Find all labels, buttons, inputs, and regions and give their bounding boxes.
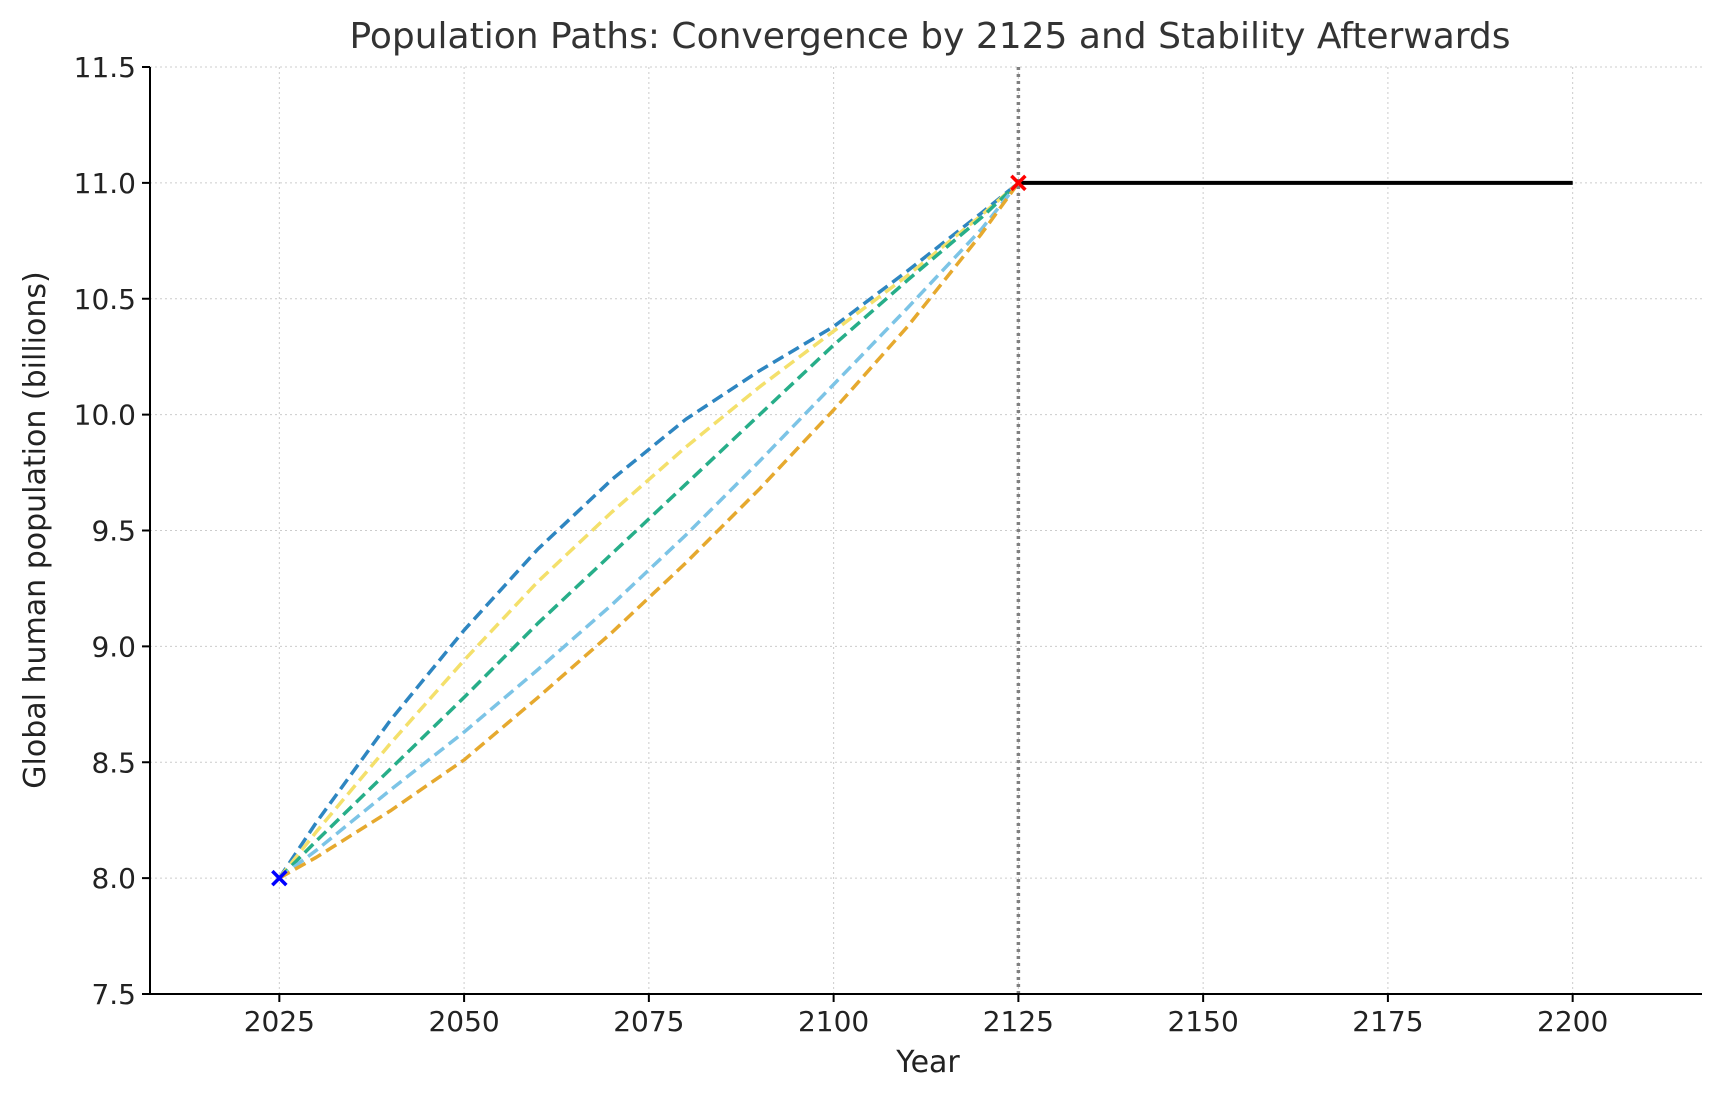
population-path-line: [277, 181, 1020, 880]
convergence-marker: [1010, 174, 1027, 192]
population-path-line: [278, 181, 1020, 880]
chart-title: Population Paths: Convergence by 2125 an…: [349, 16, 1510, 57]
population-path-line: [278, 181, 1020, 880]
y-tick-label: 10.0: [74, 399, 136, 432]
x-tick-label: 2200: [1537, 1005, 1608, 1038]
y-axis-label: Global human population (billions): [18, 271, 53, 788]
y-tick-label: 11.5: [74, 51, 136, 84]
x-tick-label: 2175: [1352, 1005, 1423, 1038]
x-axis-label: Year: [895, 1045, 960, 1080]
x-tick-label: 2125: [983, 1005, 1054, 1038]
y-tick-label: 9.5: [91, 515, 136, 548]
marker-stroke: [271, 869, 288, 887]
x-tick-label: 2025: [244, 1005, 315, 1038]
marker-layer: [271, 174, 1027, 887]
series-layer: [277, 180, 1573, 880]
y-tick-label: 10.5: [74, 283, 136, 316]
tick-layer: 2025 2050 2075 2100 2125 2150 2175 2200 7.5 8.0 8.…: [74, 51, 1609, 1038]
x-tick-label: 2050: [428, 1005, 499, 1038]
y-tick-label: 9.0: [91, 630, 136, 663]
x-tick-label: 2150: [1168, 1005, 1239, 1038]
y-tick-label: 7.5: [91, 978, 136, 1011]
grid-layer: [150, 66, 1702, 995]
x-tick-label: 2100: [798, 1005, 869, 1038]
start-marker: [271, 869, 288, 887]
population-path-line: [277, 181, 1020, 880]
y-tick-label: 11.0: [74, 167, 136, 200]
y-tick-label: 8.0: [91, 862, 136, 895]
marker-stroke: [1010, 174, 1027, 192]
y-tick-label: 8.5: [91, 746, 136, 779]
x-tick-label: 2075: [613, 1005, 684, 1038]
population-path-line: [278, 181, 1020, 880]
